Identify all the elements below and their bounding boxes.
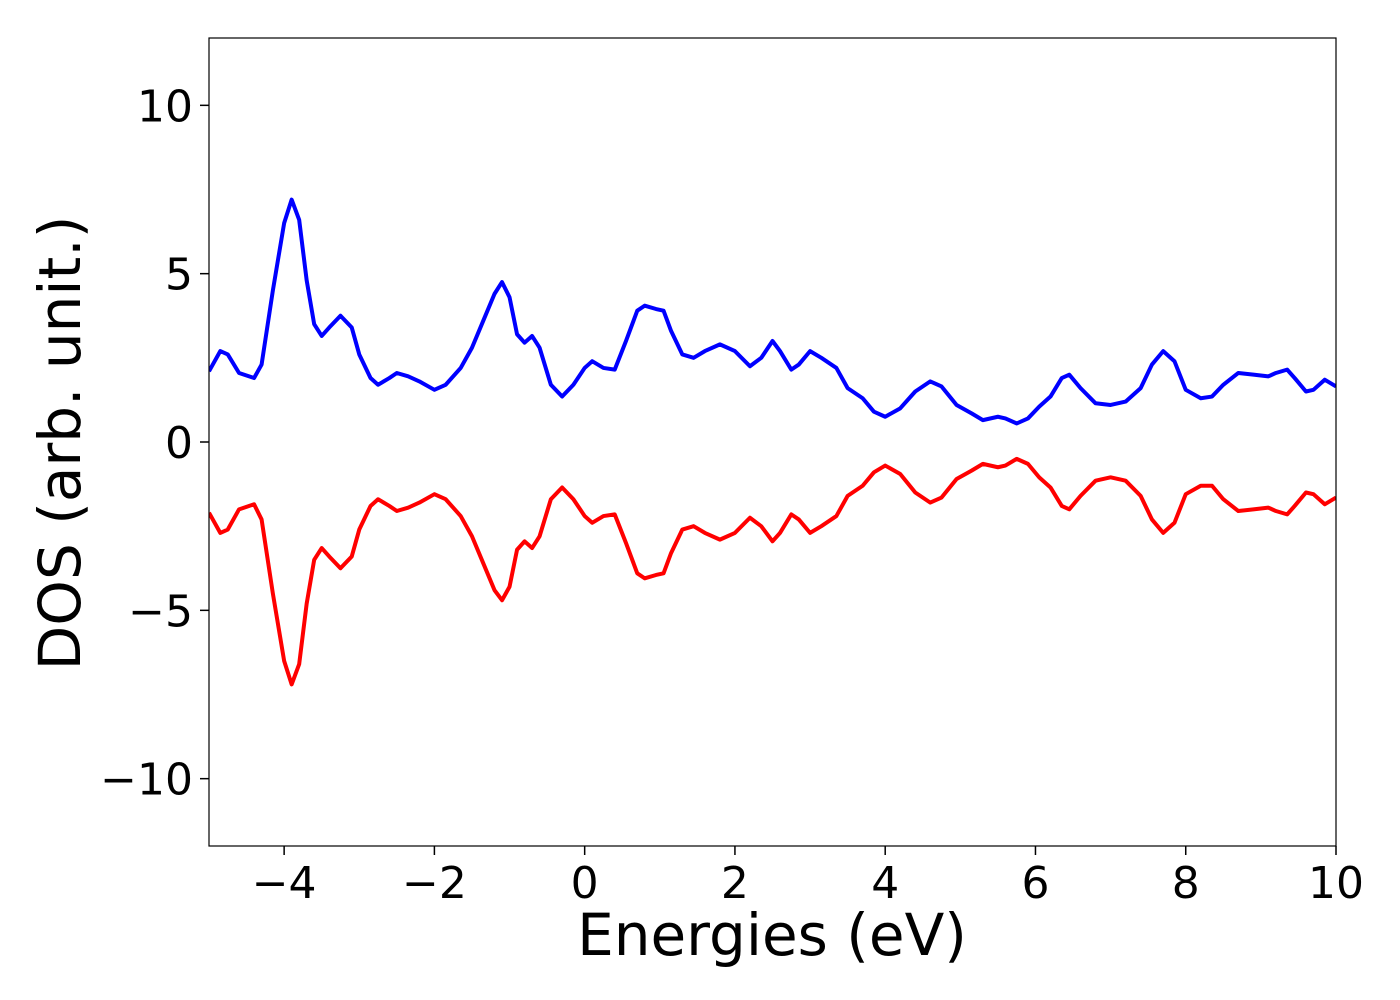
x-tick-label: −4 [252, 858, 317, 909]
x-tick-label: 4 [871, 858, 899, 909]
y-tick-label: −10 [100, 755, 193, 806]
y-axis-label: DOS (arb. unit.) [26, 216, 94, 671]
y-tick-label: 0 [165, 418, 193, 469]
x-tick-label: 6 [1021, 858, 1049, 909]
line-series [209, 197, 1336, 426]
x-tick-label: 8 [1172, 858, 1200, 909]
x-tick-label: −2 [402, 858, 467, 909]
y-tick-label: 5 [165, 250, 193, 301]
y-tick-label: −5 [128, 586, 193, 637]
x-tick-label: 10 [1308, 858, 1364, 909]
x-tick-label: 2 [721, 858, 749, 909]
line-series [209, 456, 1336, 687]
y-tick-label: 10 [137, 81, 193, 132]
x-axis-label: Energies (eV) [577, 901, 967, 969]
x-tick-label: 0 [571, 858, 599, 909]
plot-frame [208, 37, 1337, 847]
